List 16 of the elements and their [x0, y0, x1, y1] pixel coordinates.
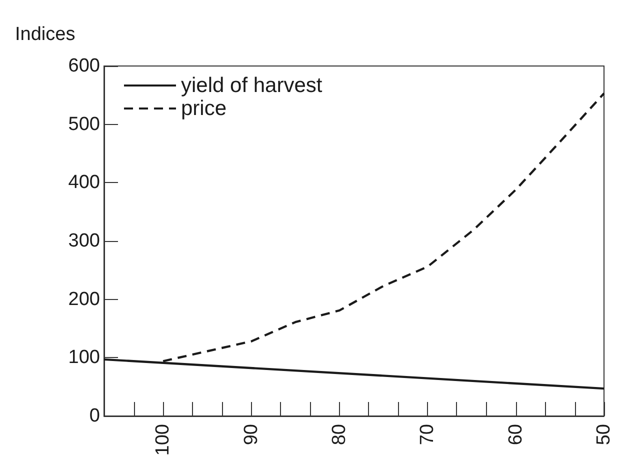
x-tick-label: 50: [594, 424, 614, 446]
x-tick-label: 60: [505, 424, 526, 446]
y-tick-label: 400: [68, 172, 100, 194]
y-tick-label: 100: [68, 347, 100, 368]
x-tick-label: 100: [152, 424, 174, 456]
y-tick-label: 0: [89, 406, 100, 426]
y-tick-label: 600: [68, 56, 100, 76]
legend-label: yield of harvest: [181, 74, 322, 97]
y-tick-label: 500: [68, 114, 100, 135]
x-tick-label: 80: [328, 424, 350, 446]
x-tick-label: 70: [417, 424, 438, 446]
y-tick-label: 200: [68, 288, 100, 310]
y-axis-title: Indices: [15, 24, 76, 45]
y-tick-label: 300: [68, 230, 100, 252]
legend-label: price: [181, 97, 227, 120]
x-tick-label: 90: [240, 424, 262, 446]
